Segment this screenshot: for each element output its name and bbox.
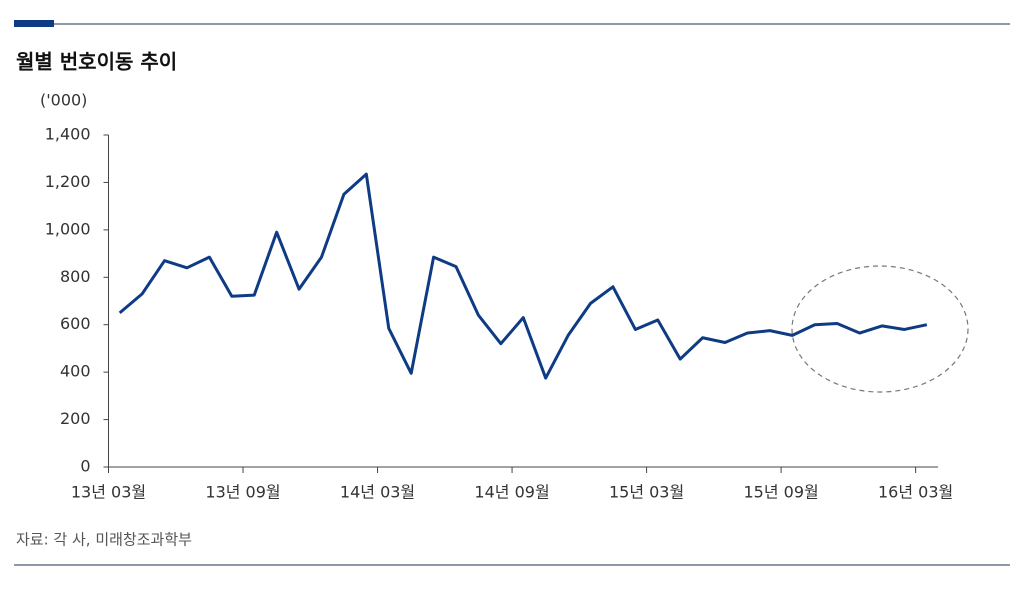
highlight-ellipse <box>791 265 969 393</box>
y-tick-label: 1,400 <box>45 125 91 144</box>
x-tick-label: 13년 03월 <box>71 483 146 502</box>
y-tick-label: 1,200 <box>45 172 91 191</box>
x-tick-label: 13년 09월 <box>205 483 280 502</box>
x-tick-label: 14년 09월 <box>474 483 549 502</box>
top-accent <box>14 20 54 27</box>
x-tick-label: 15년 03월 <box>609 483 684 502</box>
x-tick-label: 16년 03월 <box>878 483 953 502</box>
x-tick-label: 15년 09월 <box>743 483 818 502</box>
y-tick-label: 0 <box>80 457 90 476</box>
data-line <box>118 172 928 380</box>
x-tick-label: 14년 03월 <box>340 483 415 502</box>
unit-label: ('000) <box>40 91 87 110</box>
y-tick-label: 200 <box>60 409 91 428</box>
y-tick-label: 800 <box>60 267 91 286</box>
y-tick-label: 400 <box>60 362 91 381</box>
y-tick-label: 600 <box>60 314 91 333</box>
source-note: 자료: 각 사, 미래창조과학부 <box>16 531 192 549</box>
y-tick-label: 1,000 <box>45 219 91 238</box>
chart-title: 월별 번호이동 추이 <box>16 50 177 74</box>
